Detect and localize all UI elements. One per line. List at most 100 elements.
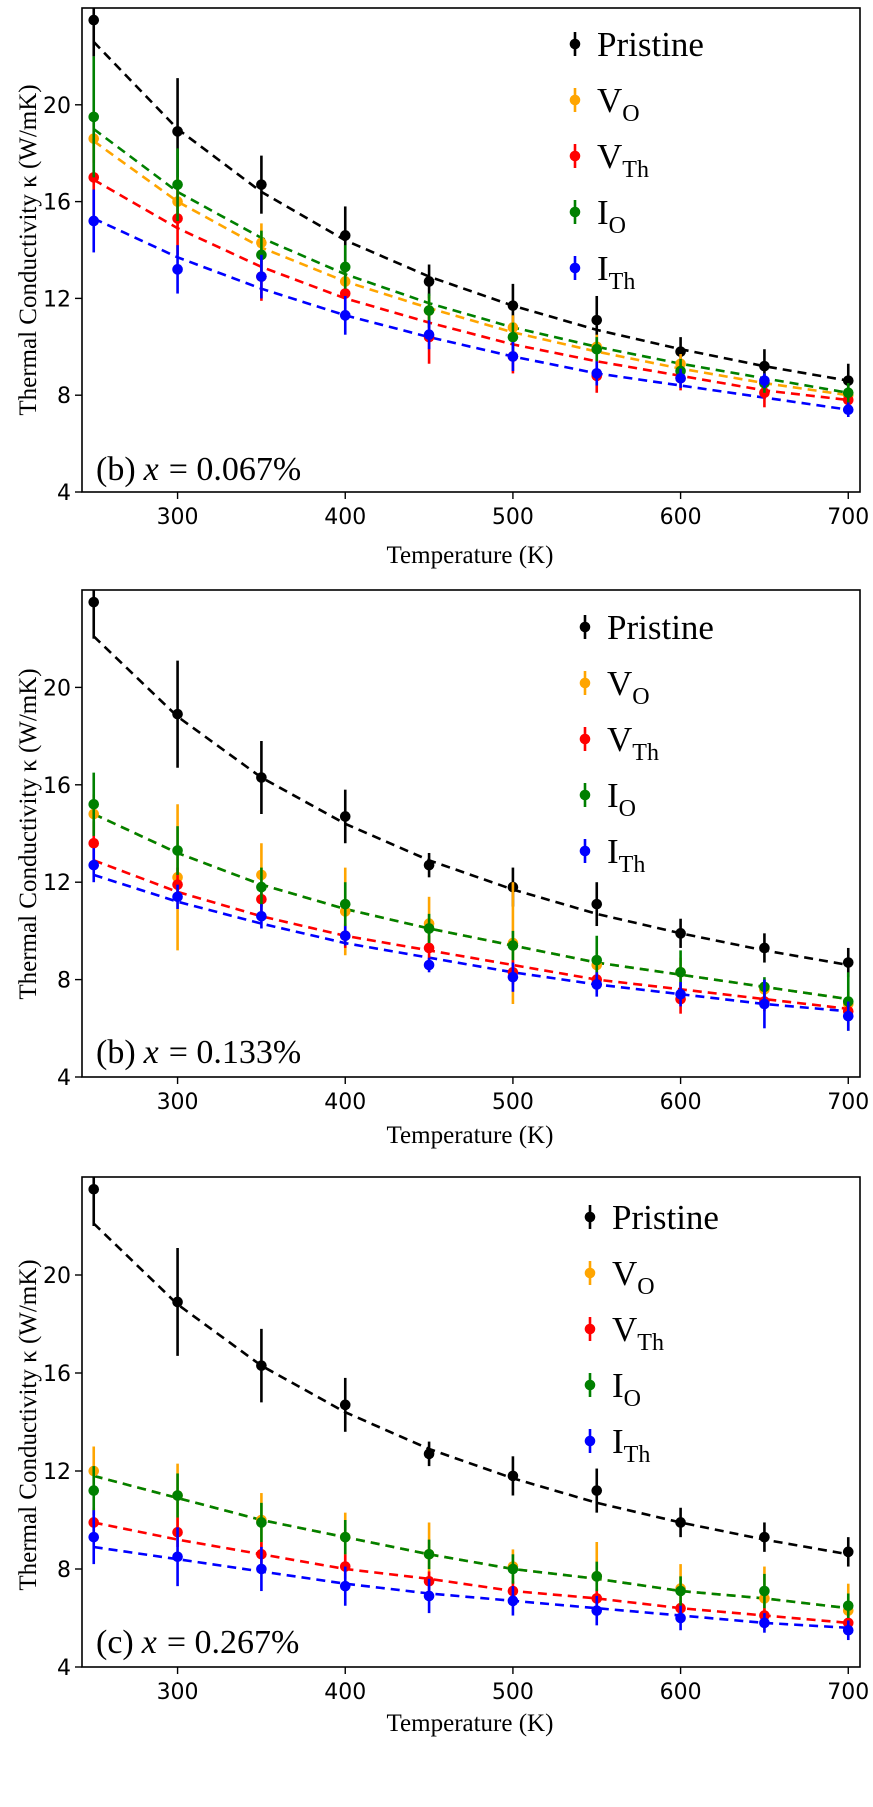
series-vth <box>88 1507 854 1631</box>
legend-marker <box>584 1317 596 1341</box>
data-point <box>591 1571 603 1582</box>
x-tick-label: 700 <box>827 1680 869 1705</box>
series-pristine <box>88 8 854 398</box>
series-ith <box>88 848 854 1031</box>
data-point <box>842 387 854 399</box>
legend-subscript: O <box>637 1274 654 1300</box>
data-point <box>842 404 854 416</box>
legend-dot <box>569 206 581 218</box>
fit-line-pristine <box>92 635 849 967</box>
series-vth <box>88 821 854 1021</box>
fit-line-io <box>93 1474 849 1610</box>
data-point <box>675 1612 686 1624</box>
data-point <box>842 1546 854 1558</box>
y-tick-label: 8 <box>57 1558 71 1583</box>
legend-marker <box>569 88 581 112</box>
fit-line-vth <box>93 178 849 402</box>
panel-variable: x <box>141 1624 157 1661</box>
y-axis-label: Thermal Conductivity κ (W/mK) <box>15 668 42 999</box>
data-point <box>339 811 351 822</box>
x-tick-label: 400 <box>324 1090 366 1115</box>
data-point <box>675 1517 686 1528</box>
data-point <box>507 331 519 343</box>
data-point <box>172 1490 183 1501</box>
y-tick-label: 4 <box>57 1656 71 1681</box>
series-ith <box>88 1510 854 1641</box>
y-tick-label: 20 <box>43 94 71 119</box>
chart-panel-3: 300 400 500 600 700 4 8 12 16 20 Temperature (K) Th… <box>15 1176 869 1737</box>
legend-label-io: IO <box>612 1366 641 1412</box>
data-point <box>88 859 100 871</box>
legend-marker <box>579 727 591 751</box>
fit-line-io <box>93 812 849 1001</box>
fit-line-pristine <box>92 40 849 382</box>
legend-marker <box>579 671 591 695</box>
panel-value: = 0.267% <box>167 1624 300 1661</box>
data-point <box>675 346 686 357</box>
data-point <box>88 1183 100 1195</box>
data-point <box>256 1360 267 1371</box>
data-point <box>675 372 686 384</box>
data-point <box>507 971 519 983</box>
data-point <box>256 1563 267 1575</box>
y-tick-label: 20 <box>43 1264 71 1289</box>
data-point <box>591 954 603 966</box>
legend-subscript: O <box>609 213 626 239</box>
data-point <box>88 837 100 849</box>
data-point <box>88 1485 100 1496</box>
fit-line-ith <box>93 217 849 411</box>
series-vo <box>88 794 854 1017</box>
x-tick-label: 500 <box>492 1090 534 1115</box>
panel-label: (b) x = 0.067% <box>96 451 301 488</box>
data-point <box>423 1549 435 1560</box>
data-point <box>172 708 183 720</box>
panel-letter: (c) <box>96 1624 134 1661</box>
chart-panel-2: 300 400 500 600 700 4 8 12 16 20 Temperature (K) Th… <box>15 589 869 1149</box>
plot-frame <box>81 589 861 1078</box>
data-point <box>507 1470 519 1482</box>
legend-base: I <box>612 1422 624 1461</box>
legend-dot <box>579 733 591 745</box>
data-point <box>339 1531 351 1543</box>
legend-label-vo: VO <box>607 664 650 710</box>
data-point <box>339 310 351 321</box>
y-tick-label: 4 <box>57 481 71 506</box>
legend-label-ith: ITh <box>597 249 635 295</box>
x-tick-label: 700 <box>827 505 869 530</box>
data-point <box>507 940 519 951</box>
legend-dot <box>569 262 581 274</box>
legend-base: V <box>607 720 632 759</box>
data-point <box>256 910 267 922</box>
data-point <box>256 271 267 282</box>
x-tick-label: 600 <box>660 1680 702 1705</box>
y-tick-label: 16 <box>43 191 71 216</box>
legend-base: V <box>612 1254 637 1293</box>
data-point <box>88 596 100 608</box>
data-point <box>423 1590 435 1602</box>
series-ith <box>88 189 854 417</box>
panel-label: (c) x = 0.267% <box>96 1624 299 1661</box>
y-tick-label: 12 <box>43 1460 71 1485</box>
legend-dot <box>569 38 581 50</box>
data-point <box>507 351 519 362</box>
legend-label-ith: ITh <box>612 1422 650 1468</box>
data-point <box>423 959 435 971</box>
fit-line-io <box>92 127 849 395</box>
fit-line-ith <box>93 1545 849 1630</box>
data-point <box>172 179 183 190</box>
panel-label: (b) x = 0.133% <box>96 1034 301 1071</box>
legend-marker <box>569 144 581 168</box>
x-tick-label: 300 <box>157 505 199 530</box>
data-point <box>423 1448 435 1460</box>
x-tick-label: 300 <box>157 1090 199 1115</box>
data-point <box>759 360 770 372</box>
legend-subscript: Th <box>637 1330 664 1356</box>
data-point <box>842 375 854 386</box>
data-point <box>759 1617 770 1629</box>
data-point <box>759 1585 770 1597</box>
legend-marker <box>584 1429 596 1453</box>
data-point <box>256 1517 267 1528</box>
y-axis-label: Thermal Conductivity κ (W/mK) <box>15 84 42 415</box>
